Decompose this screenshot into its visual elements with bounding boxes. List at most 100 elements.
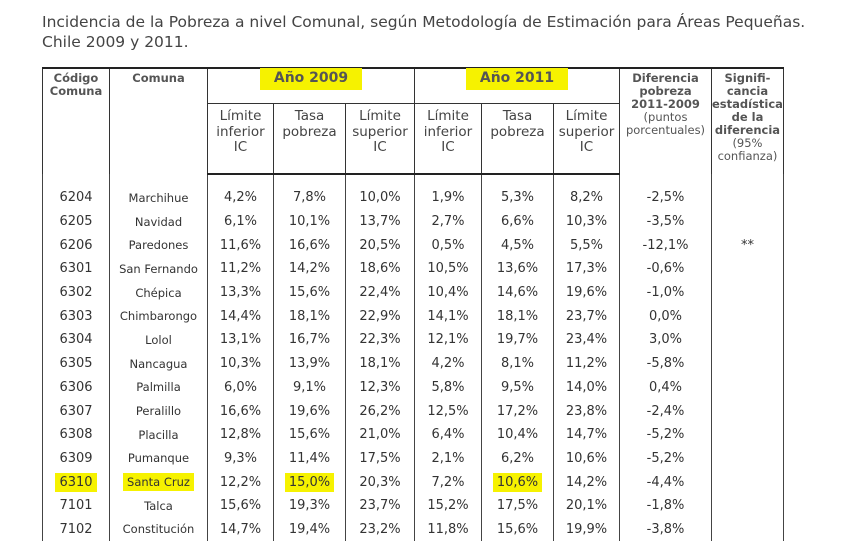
cell-diferencia: -2,4% (619, 399, 712, 423)
cell-codigo: 6205 (42, 209, 110, 234)
cell-diferencia: -5,2% (619, 422, 712, 447)
header-diferencia-line1: Diferencia (632, 71, 699, 85)
table-row: 7102 Constitución 14,7% 19,4% 23,2% 11,8% 15,6… (42, 517, 784, 541)
cell-limite-inferior-2011: 15,2% (414, 493, 482, 518)
cell-tasa-2011: 9,5% (481, 375, 554, 400)
cell-limite-superior-2009: 13,7% (345, 209, 415, 234)
header-sig-line4: de la (731, 110, 764, 124)
cell-tasa-2009: 19,4% (273, 517, 346, 541)
cell-comuna: Navidad (109, 209, 208, 234)
highlighted-value: 15,0% (284, 472, 335, 492)
cell-limite-inferior-2009: 16,6% (207, 399, 274, 423)
header-tasa-2011: Tasa pobreza (481, 103, 554, 175)
cell-diferencia: -0,6% (619, 257, 712, 281)
spacer-cell (414, 174, 482, 186)
cell-comuna: Talca (109, 493, 208, 518)
cell-limite-superior-2009: 10,0% (345, 186, 415, 210)
header-sig-line6: (95% (732, 136, 763, 150)
header-diferencia-line3: 2011-2009 (631, 97, 700, 111)
cell-limite-superior-2011: 11,2% (553, 351, 620, 376)
cell-limite-inferior-2009: 13,3% (207, 280, 274, 305)
cell-limite-inferior-2011: 11,8% (414, 517, 482, 541)
cell-limite-inferior-2009: 14,4% (207, 304, 274, 329)
cell-significancia (711, 446, 784, 471)
highlighted-value: 6310 (55, 472, 97, 492)
cell-tasa-2011: 14,6% (481, 280, 554, 305)
header-codigo-line1: Código (53, 71, 99, 85)
header-anio-2011: Año 2011 (414, 67, 620, 104)
cell-diferencia: -1,0% (619, 280, 712, 305)
cell-diferencia: 0,4% (619, 375, 712, 400)
cell-limite-superior-2011: 8,2% (553, 186, 620, 210)
cell-significancia (711, 257, 784, 281)
cell-comuna: San Fernando (109, 257, 208, 281)
cell-limite-superior-2009: 26,2% (345, 399, 415, 423)
cell-limite-inferior-2011: 2,7% (414, 209, 482, 234)
cell-limite-inferior-2011: 12,5% (414, 399, 482, 423)
header-sig-line2: cancia (726, 84, 769, 98)
cell-tasa-2011: 17,2% (481, 399, 554, 423)
cell-limite-inferior-2011: 5,8% (414, 375, 482, 400)
cell-limite-inferior-2011: 12,1% (414, 328, 482, 352)
cell-limite-superior-2009: 18,6% (345, 257, 415, 281)
cell-tasa-2011: 19,7% (481, 328, 554, 352)
hdr-ls09-2: superior (352, 123, 408, 140)
hdr-t11-2: pobreza (490, 123, 545, 140)
cell-limite-superior-2011: 20,1% (553, 493, 620, 518)
cell-tasa-2009: 16,6% (273, 233, 346, 258)
cell-tasa-2009: 10,1% (273, 209, 346, 234)
hdr-ls09-1: Límite (359, 108, 401, 124)
cell-tasa-2009: 15,0% (273, 470, 346, 494)
table-row: 6302 Chépica 13,3% 15,6% 22,4% 10,4% 14,6% 19,6… (42, 280, 784, 305)
cell-significancia (711, 375, 784, 400)
cell-tasa-2011: 6,2% (481, 446, 554, 471)
highlighted-value: Santa Cruz (123, 473, 194, 492)
cell-codigo: 6305 (42, 351, 110, 376)
cell-significancia (711, 304, 784, 329)
hdr-li11-1: Límite (427, 108, 469, 124)
cell-limite-inferior-2011: 14,1% (414, 304, 482, 329)
hdr-t09-2: pobreza (282, 123, 337, 140)
cell-codigo: 6310 (42, 470, 110, 494)
cell-comuna: Chépica (109, 280, 208, 305)
cell-significancia (711, 186, 784, 210)
cell-diferencia: -3,5% (619, 209, 712, 234)
cell-codigo: 6303 (42, 304, 110, 329)
cell-limite-superior-2011: 10,6% (553, 446, 620, 471)
cell-diferencia: -3,8% (619, 517, 712, 541)
hdr-li09-2: inferior (216, 123, 265, 140)
cell-comuna: Palmilla (109, 375, 208, 400)
cell-tasa-2011: 4,5% (481, 233, 554, 258)
header-sig-line1: Signifi- (724, 71, 771, 85)
cell-codigo: 6204 (42, 186, 110, 210)
hdr-ls09-3: IC (373, 139, 387, 155)
header-significancia: Signifi- cancia estadística de la difere… (711, 67, 784, 174)
cell-tasa-2011: 17,5% (481, 493, 554, 518)
hdr-li09-3: IC (233, 139, 248, 155)
title-line-1: Incidencia de la Pobreza a nivel Comunal… (42, 13, 806, 31)
header-comuna: Comuna (109, 67, 208, 174)
header-tasa-2009: Tasa pobreza (273, 103, 346, 175)
table-row: 6308 Placilla 12,8% 15,6% 21,0% 6,4% 10,4% 14,7… (42, 422, 784, 447)
cell-significancia (711, 351, 784, 376)
cell-limite-inferior-2009: 4,2% (207, 186, 274, 210)
cell-comuna: Placilla (109, 422, 208, 447)
header-sig-line5: diferencia (714, 123, 781, 137)
spacer-cell (619, 174, 712, 186)
cell-limite-superior-2011: 19,6% (553, 280, 620, 305)
spacer-cell (711, 174, 784, 186)
cell-limite-inferior-2009: 12,8% (207, 422, 274, 447)
cell-diferencia: -2,5% (619, 186, 712, 210)
header-anio-2011-label: Año 2011 (465, 68, 569, 90)
cell-codigo: 6304 (42, 328, 110, 352)
hdr-t11-1: Tasa (502, 108, 533, 124)
cell-significancia (711, 422, 784, 447)
table-body: 6204 Marchihue 4,2% 7,8% 10,0% 1,9% 5,3% 8,2% -2… (42, 174, 784, 541)
hdr-t09-1: Tasa (294, 108, 325, 124)
header-diferencia-line4: (puntos (643, 110, 688, 124)
cell-diferencia: 3,0% (619, 328, 712, 352)
cell-limite-inferior-2009: 6,1% (207, 209, 274, 234)
cell-comuna: Lolol (109, 328, 208, 352)
cell-limite-superior-2009: 20,5% (345, 233, 415, 258)
cell-limite-inferior-2009: 9,3% (207, 446, 274, 471)
